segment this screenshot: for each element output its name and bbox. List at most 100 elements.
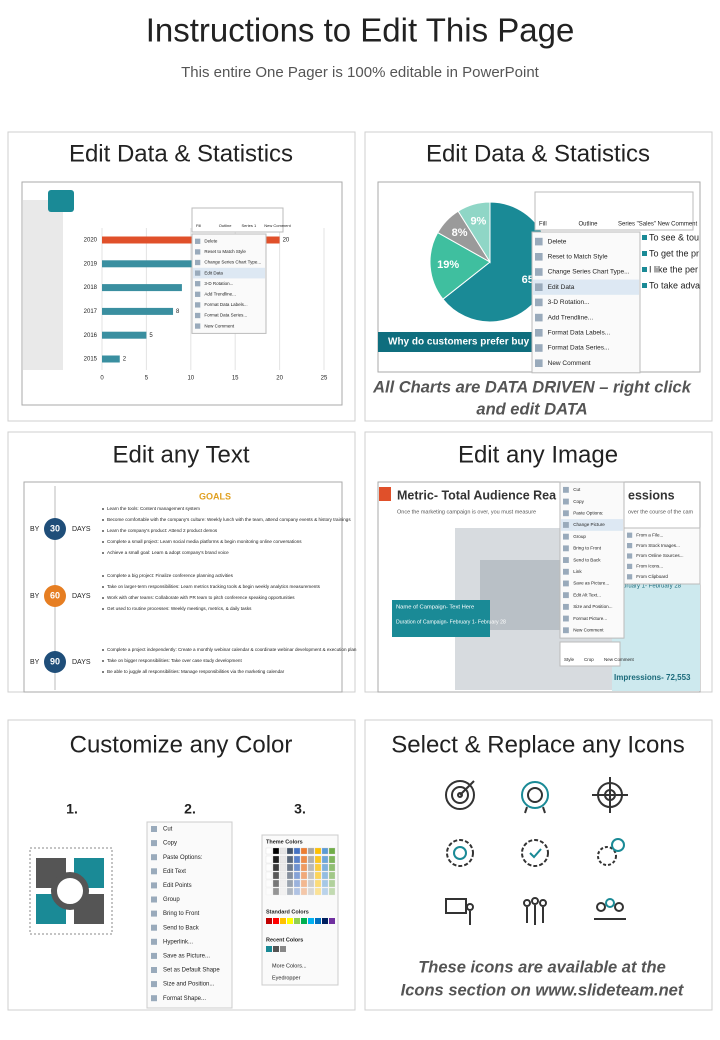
menu-item: Add Trendline... [204,291,236,296]
step-number: 3. [294,801,306,817]
y-tick-label: 2020 [84,238,98,244]
menu-icon [627,532,633,538]
menu-item: Delete [548,238,567,245]
swatch [328,879,336,888]
value-label: 8% [452,227,468,239]
menu-item: Send to Back [163,925,200,931]
menu-icon [535,313,543,322]
menu-icon [563,568,569,575]
slide-title: Metric- Total Audience Rea [397,488,557,502]
icons-part-part [524,806,528,814]
pie: 65 19% 8%9% Why do customers prefer buy To s… [378,201,700,352]
bullet [102,508,104,510]
menu-item: Send to Back [573,557,601,562]
goal-item: Learn the tools: Content management syst… [107,506,200,511]
x-tick-label: 25 [321,376,328,382]
banner [378,332,538,352]
swatch [287,918,293,924]
menu-icon [195,312,201,319]
swatch [286,871,294,880]
palette-heading: Recent Colors [266,937,303,943]
side-box [612,578,700,691]
swatch [293,863,301,872]
value-label: 20 [283,238,290,244]
swatch [314,855,322,864]
menu-item: From Icons... [636,564,663,569]
menu-icon [535,237,543,246]
menu-icon [195,323,201,329]
swatch [293,879,301,888]
icons-part-part [611,838,625,852]
swatch [321,863,329,872]
goal-item: Get used to routine processes: Weekly me… [107,606,252,611]
swatch [272,879,280,888]
menu-item: From Online Sources... [636,553,683,558]
swatch [279,847,287,855]
menu-icon [151,924,157,931]
bar [102,260,200,268]
menu-icon [563,603,569,610]
swatch [265,879,273,888]
day-number: 30 [50,523,60,533]
menu-item: Format Data Labels... [548,330,611,337]
swatch [265,855,273,864]
menu-icon [563,486,569,493]
box-text: Duration of Campaign- February 1- Februa… [396,619,506,625]
swatch [328,863,336,872]
menu-item: Size and Position... [163,982,215,988]
legend-marker [642,251,647,256]
menu-item: Edit Text [163,869,186,875]
slide-part: Metric- Total Audience Rea essions Once th… [396,481,701,682]
value-label: 5 [149,333,153,339]
caption: and edit DATA [476,400,587,418]
swatch [265,887,273,896]
page-title: Instructions to Edit This Page [146,12,575,49]
swatch [286,879,294,888]
swatch [328,855,336,864]
pie-slice [429,231,491,300]
accent [379,487,391,501]
swatch [308,918,314,924]
swatch [286,863,294,872]
context-menu [146,821,233,1009]
menu-highlight [561,519,623,531]
context-menu [191,233,267,334]
menu-icon [563,533,569,540]
label: DAYS [72,526,91,533]
icons-part [523,897,547,925]
pie-slice [457,201,491,264]
toolbar [191,207,284,233]
icons-part [445,898,474,925]
context-menu [559,481,625,639]
icons-part-part [451,786,469,804]
menu-item: Bring to Front [573,546,602,551]
panel-title: Edit any Image [458,441,618,468]
swatch [300,871,308,880]
heading: GOALS [199,491,231,501]
menu-item: Copy [163,841,177,847]
panel-title: Edit Data & Statistics [69,140,293,167]
panel-frames-part [364,719,713,1011]
bar [102,284,182,292]
bar [102,355,120,363]
menu-item: Delete [204,238,218,243]
screenshot [21,181,343,406]
menu-icon [195,302,201,308]
swatch [265,871,273,880]
menu-item: Cut [573,487,581,492]
slide-text: Once the marketing campaign is over, you… [397,509,536,515]
day-number: 60 [50,590,60,600]
menu-item: Format Picture... [573,616,607,621]
bullet [102,586,104,588]
menu-item: New Comment [548,360,591,367]
info-box [392,600,490,637]
toolbar-item: Fill [196,223,201,228]
caption: These icons are available at the [418,958,666,976]
toolbar-item: Outline [579,222,599,228]
y-tick-label: 2019 [84,261,98,267]
swatch [321,871,329,880]
menu-icon [535,344,543,352]
side-text: Impressions- 72,553 [614,673,691,682]
goal-item: Complete a big project: Finalize confere… [107,573,234,578]
menu-item: 3-D Rotation... [548,299,590,306]
